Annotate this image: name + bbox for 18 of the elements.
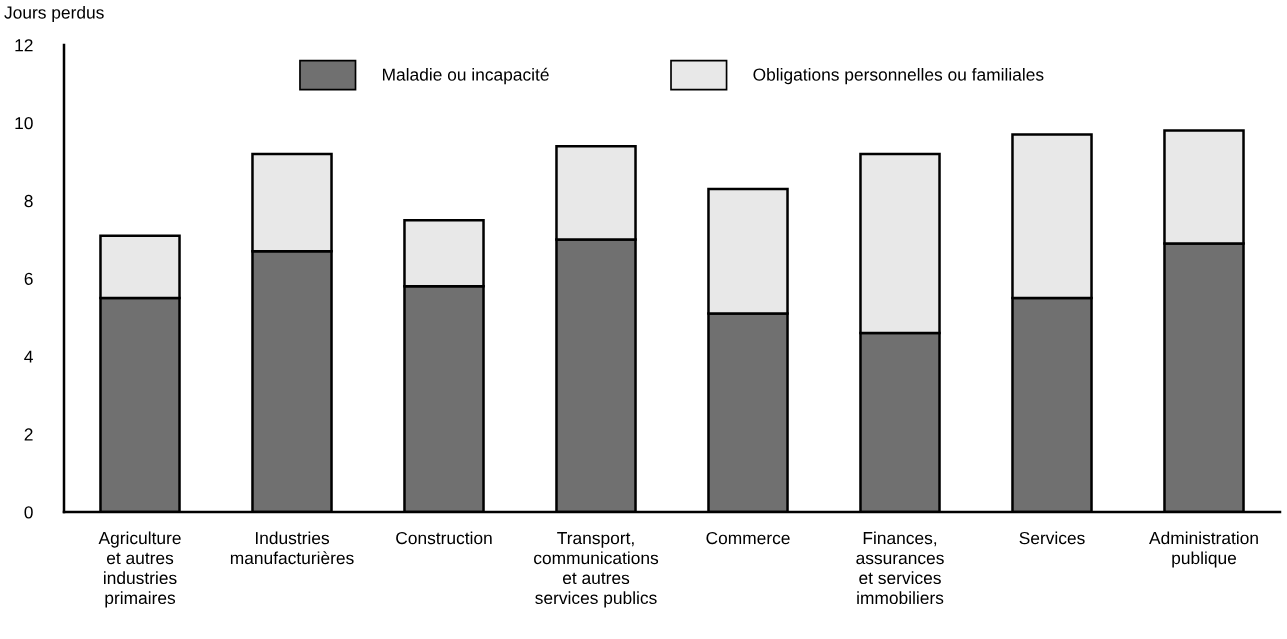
y-tick-label: 0 xyxy=(24,506,33,519)
y-tick-label: 2 xyxy=(24,428,33,441)
legend-label: Obligations personnelles ou familiales xyxy=(753,68,1044,85)
x-tick-label: Commerce xyxy=(706,531,790,545)
x-tick-label: Transport, communications et autres services publics xyxy=(534,532,659,608)
x-tick-label: Administration publique xyxy=(1149,531,1258,568)
y-tick-label: 6 xyxy=(24,272,33,285)
y-tick-label: 12 xyxy=(15,39,33,52)
y-tick-label: 4 xyxy=(24,350,33,363)
y-tick-label: 8 xyxy=(24,194,33,208)
x-tick-label: Construction xyxy=(396,531,492,545)
x-tick-label: Services xyxy=(1019,531,1085,545)
x-tick-label: Agriculture et autres industries primaires xyxy=(98,531,181,608)
legend-label: Maladie ou incapacité xyxy=(382,67,549,85)
x-tick-label: Finances, assurances et services immobiliers xyxy=(856,531,944,605)
y-tick-label: 10 xyxy=(15,117,33,130)
y-axis-title: Jours perdus xyxy=(4,5,104,23)
x-tick-label: Industries manufacturières xyxy=(230,531,354,565)
